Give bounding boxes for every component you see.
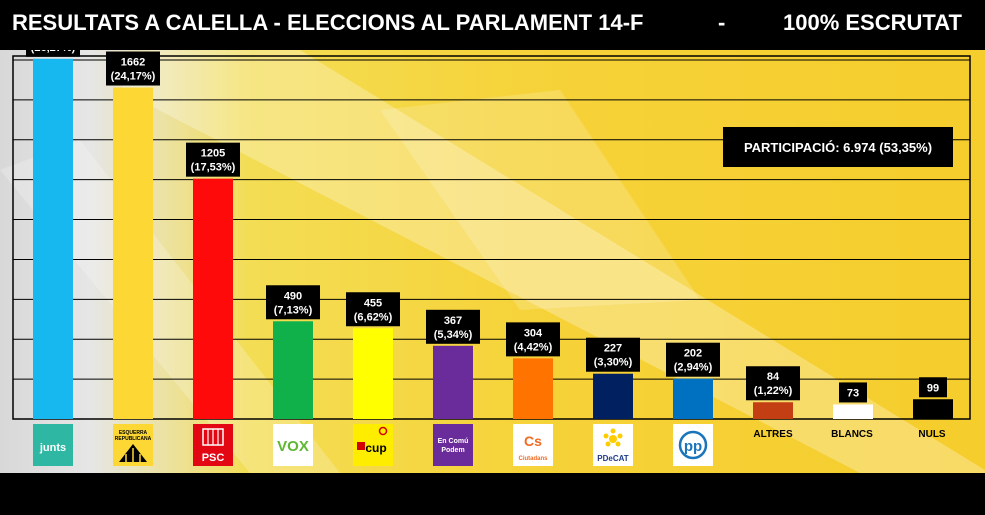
logo-pp: pp (673, 424, 713, 466)
plot-frame (12, 55, 971, 420)
logo-junts: junts (33, 424, 73, 466)
bar-altres (753, 402, 793, 419)
chart-panel: 1806(26,27%)1662(24,17%)1205(17,53%)490(… (0, 50, 985, 473)
bar-blancs (833, 404, 873, 419)
percent-label: (26,27%) (31, 50, 76, 54)
title-separator: - (718, 10, 726, 35)
logo-erc-line2: REPUBLICANA (115, 436, 152, 442)
value-label: 490 (284, 290, 302, 302)
bars (33, 58, 953, 420)
data-label-box (426, 309, 480, 344)
value-label: 84 (767, 371, 780, 383)
data-label-box (746, 366, 800, 401)
data-labels: 1806(26,27%)1662(24,17%)1205(17,53%)490(… (26, 50, 947, 403)
bar-pp (673, 378, 713, 419)
bar-psc (193, 178, 233, 419)
data-label-box (346, 292, 400, 327)
percent-label: (6,62%) (354, 311, 393, 323)
logo-psc-text: PSC (202, 452, 225, 464)
bar-chart: 1806(26,27%)1662(24,17%)1205(17,53%)490(… (12, 50, 971, 466)
data-label-box (919, 377, 947, 398)
logo-junts-text: junts (39, 442, 66, 454)
bar-cup (353, 328, 393, 419)
logo-pdecat: PDeCAT (593, 424, 633, 466)
percent-label: (3,30%) (594, 357, 633, 369)
bar-esquerra-republicana (113, 87, 153, 419)
logo-ciutadans: Cs Ciutadans (513, 424, 553, 466)
count-status: 100% ESCRUTAT (783, 10, 962, 35)
logo-pp-text: pp (684, 438, 702, 455)
data-label-box (106, 51, 160, 86)
value-label: 227 (604, 343, 622, 355)
chart-title: RESULTATS A CALELLA - ELECCIONS AL PARLA… (12, 10, 644, 35)
value-label: 99 (927, 382, 939, 394)
category-altres: ALTRES (753, 429, 793, 440)
percent-label: (7,13%) (274, 304, 313, 316)
logo-pdecat-text: PDeCAT (597, 454, 629, 463)
data-label-box (839, 382, 867, 403)
category-blancs: BLANCS (831, 429, 873, 440)
bar-pdecat (593, 373, 633, 419)
percent-label: (17,53%) (191, 162, 236, 174)
value-label: 202 (684, 348, 702, 360)
logo-cs-mark: Cs (524, 433, 542, 449)
party-logos: junts ESQUERRA REPUBLICANA PSC (33, 424, 946, 466)
percent-label: (1,22%) (754, 385, 793, 397)
logo-vox: VOX (273, 424, 313, 466)
value-label: 1205 (201, 148, 225, 160)
logo-cup-text: cup (365, 441, 386, 455)
logo-comu-line1: En Comú (438, 438, 469, 445)
data-label-box (506, 322, 560, 357)
logo-cup: cup (353, 424, 393, 466)
data-label-box (266, 285, 320, 320)
data-label-box (26, 50, 80, 57)
bar-nuls (913, 399, 953, 419)
data-label-box (666, 342, 720, 377)
participation-box: PARTICIPACIÓ: 6.974 (53,35%) (723, 127, 953, 167)
percent-label: (5,34%) (434, 329, 473, 341)
bar-en-com-podem (433, 345, 473, 419)
bottom-bar (0, 473, 985, 515)
logo-psc: PSC (193, 424, 233, 466)
value-label: 455 (364, 297, 382, 309)
logo-en-comu-podem: En Comú Podem (433, 424, 473, 466)
value-label: 367 (444, 315, 462, 327)
data-label-box (586, 337, 640, 372)
logo-erc-line1: ESQUERRA (119, 430, 148, 436)
data-label-box (186, 142, 240, 177)
value-label: 73 (847, 387, 859, 399)
bar-cs-ciutadans (513, 358, 553, 419)
value-label: 304 (524, 327, 543, 339)
value-label: 1662 (121, 57, 145, 69)
bar-junts (33, 58, 73, 420)
logo-comu-line2: Podem (441, 447, 464, 454)
logo-cs-name: Ciutadans (518, 456, 548, 462)
gridlines (13, 59, 970, 380)
percent-label: (2,94%) (674, 362, 713, 374)
logo-vox-text: VOX (277, 438, 309, 455)
title-bar: RESULTATS A CALELLA - ELECCIONS AL PARLA… (0, 0, 985, 50)
percent-label: (24,17%) (111, 71, 156, 83)
percent-label: (4,42%) (514, 341, 553, 353)
category-nuls: NULS (918, 429, 946, 440)
bar-vox (273, 321, 313, 419)
logo-erc: ESQUERRA REPUBLICANA (113, 424, 153, 466)
